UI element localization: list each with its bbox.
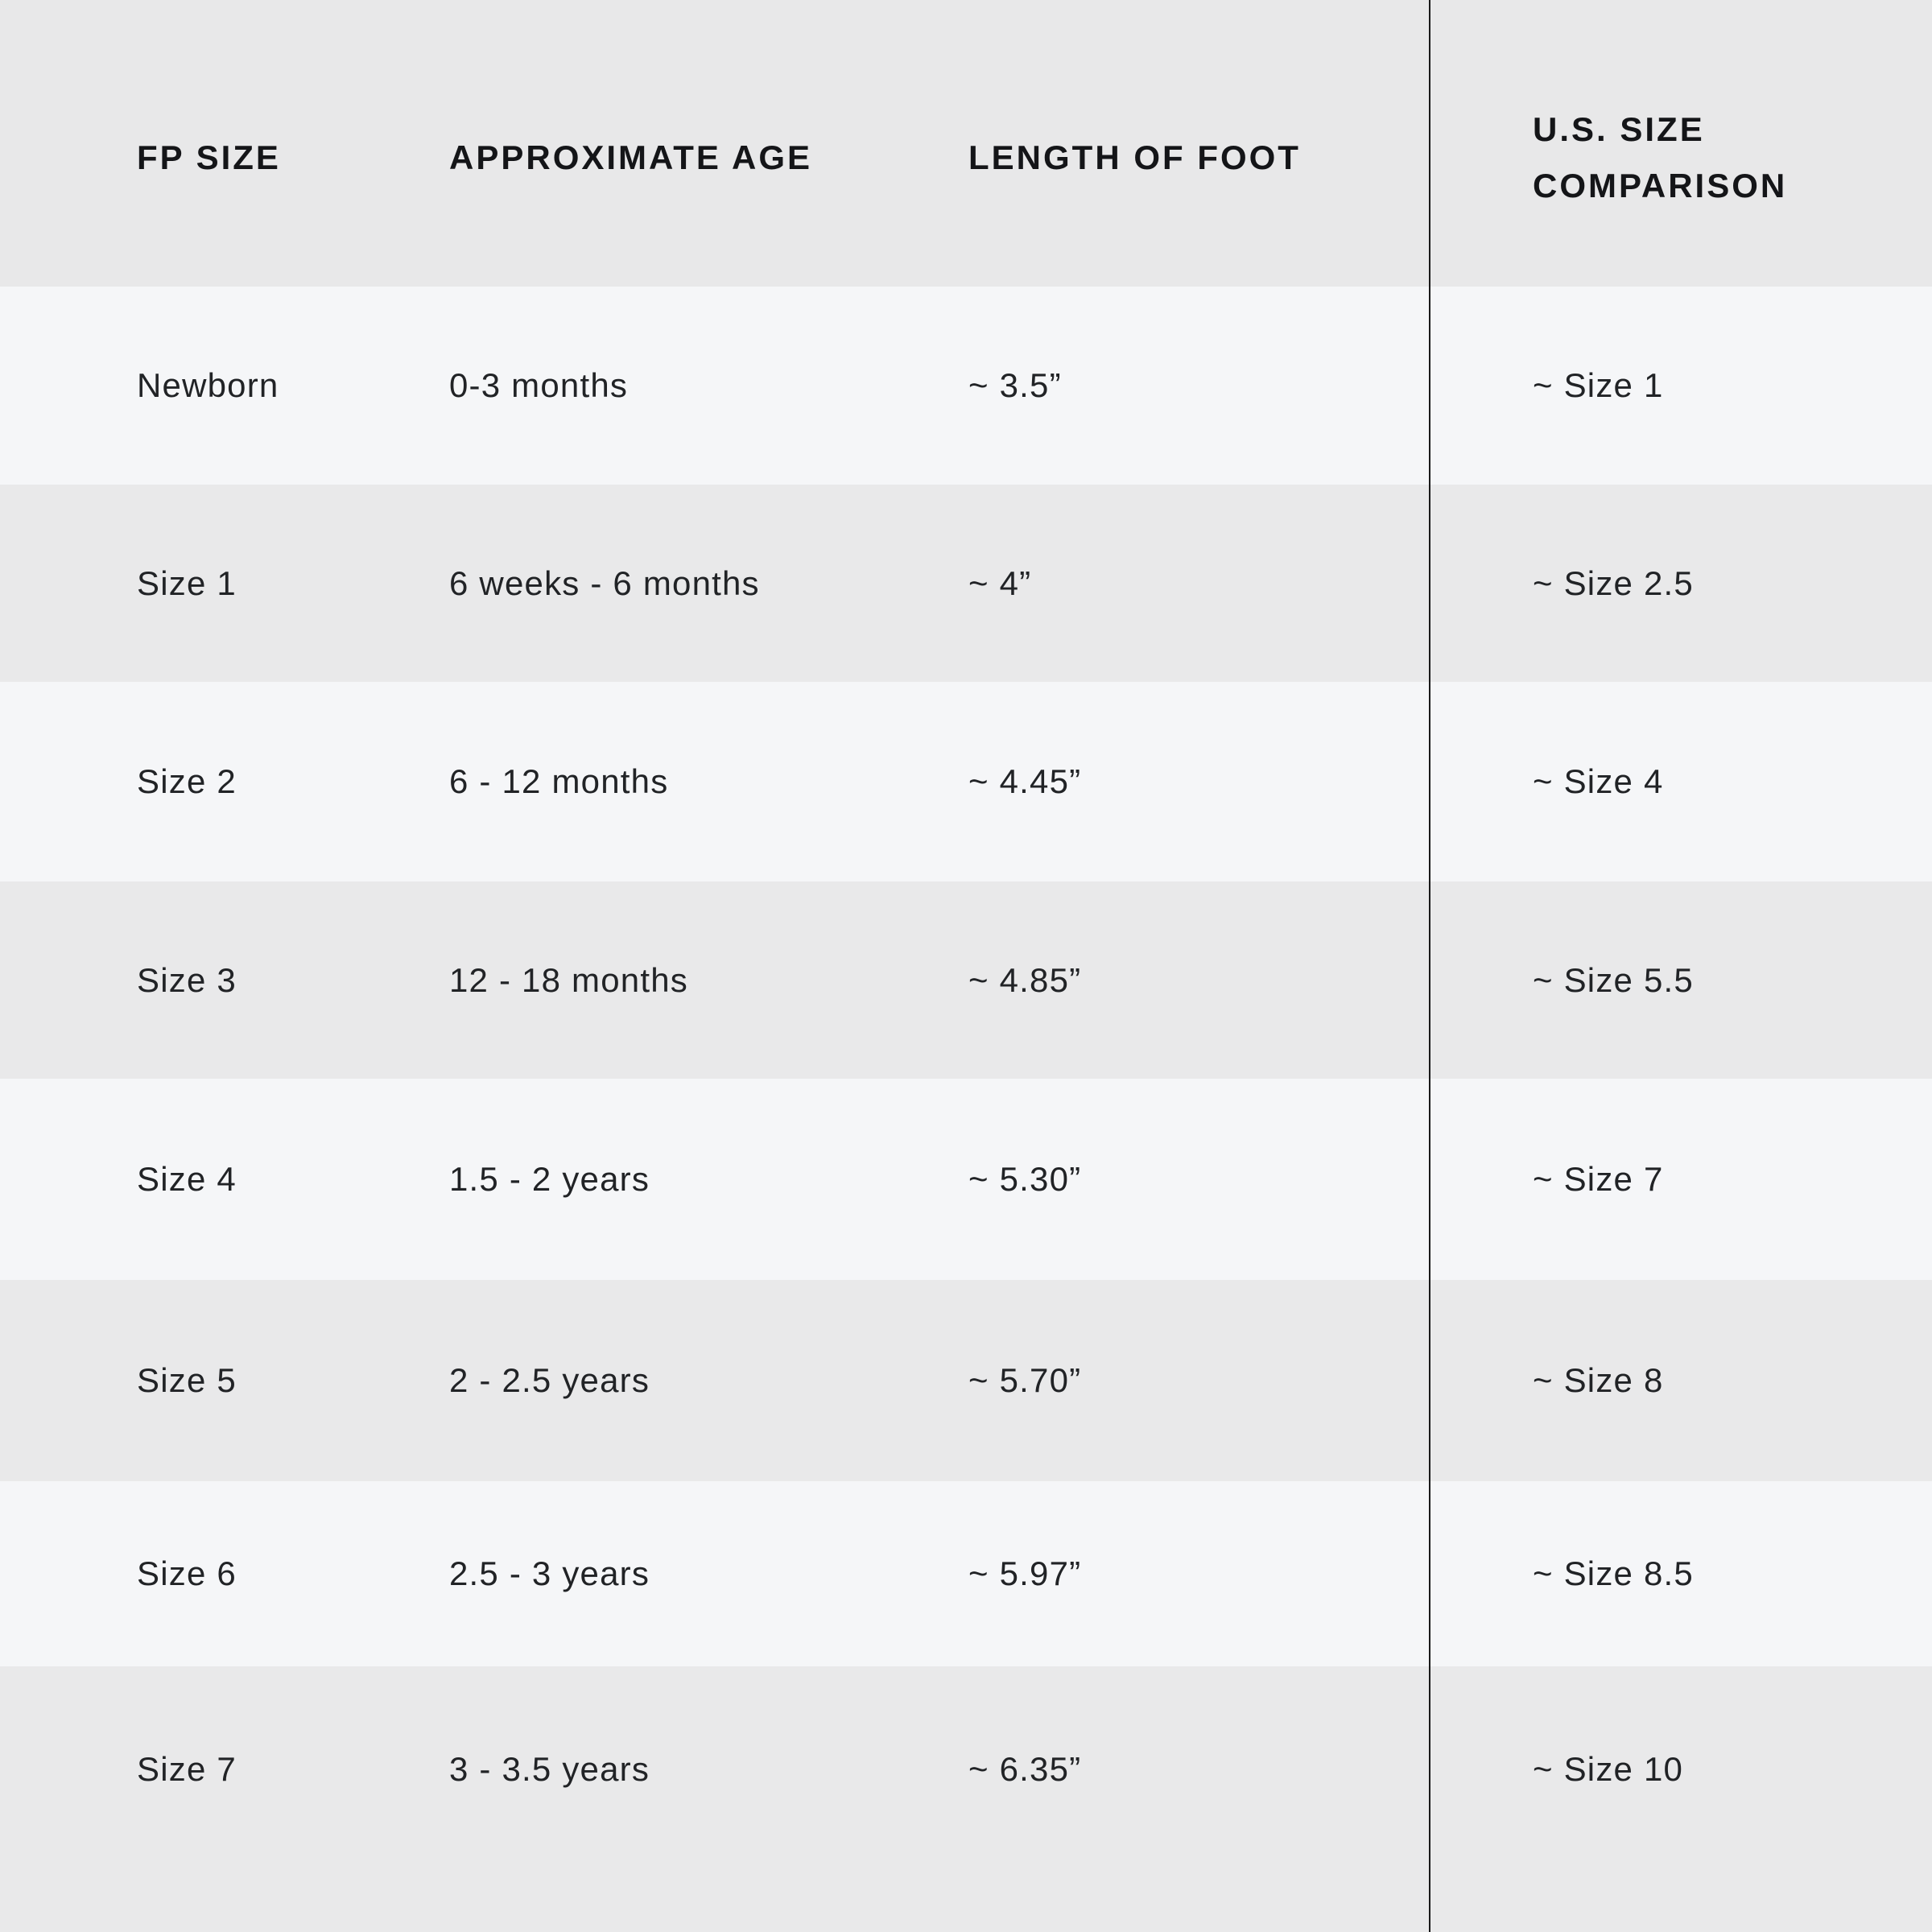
- foot-length-cell: ~ 5.30”: [968, 1160, 1082, 1198]
- fp-size-cell: Size 3: [137, 960, 237, 999]
- table-row: Newborn 0-3 months ~ 3.5” ~ Size 1: [0, 287, 1932, 485]
- us-size-cell: ~ Size 7: [1533, 1160, 1664, 1198]
- foot-length-cell: ~ 5.97”: [968, 1554, 1082, 1592]
- column-header-us-size-comparison: U.S. SIZE COMPARISON: [1533, 101, 1787, 214]
- fp-size-cell: Newborn: [137, 366, 279, 404]
- age-cell: 2 - 2.5 years: [449, 1361, 650, 1399]
- fp-size-cell: Size 6: [137, 1554, 237, 1592]
- column-header-approximate-age: APPROXIMATE AGE: [449, 138, 813, 176]
- age-cell: 6 weeks - 6 months: [449, 564, 760, 602]
- us-size-cell: ~ Size 4: [1533, 762, 1664, 800]
- table-row: Size 6 2.5 - 3 years ~ 5.97” ~ Size 8.5: [0, 1481, 1932, 1666]
- fp-size-cell: Size 2: [137, 762, 237, 800]
- us-size-cell: ~ Size 5.5: [1533, 960, 1694, 999]
- age-cell: 3 - 3.5 years: [449, 1750, 650, 1788]
- table-header-row: FP SIZE APPROXIMATE AGE LENGTH OF FOOT U…: [0, 0, 1932, 287]
- foot-length-cell: ~ 3.5”: [968, 366, 1062, 404]
- column-divider-line: [1429, 0, 1430, 1932]
- foot-length-cell: ~ 6.35”: [968, 1750, 1082, 1788]
- table-row: Size 5 2 - 2.5 years ~ 5.70” ~ Size 8: [0, 1280, 1932, 1481]
- table-row: Size 1 6 weeks - 6 months ~ 4” ~ Size 2.…: [0, 485, 1932, 682]
- us-size-cell: ~ Size 2.5: [1533, 564, 1694, 602]
- us-size-cell: ~ Size 8.5: [1533, 1554, 1694, 1592]
- table-row: Size 7 3 - 3.5 years ~ 6.35” ~ Size 10: [0, 1666, 1932, 1932]
- fp-size-cell: Size 4: [137, 1160, 237, 1198]
- age-cell: 6 - 12 months: [449, 762, 669, 800]
- age-cell: 1.5 - 2 years: [449, 1160, 650, 1198]
- us-size-cell: ~ Size 10: [1533, 1750, 1684, 1788]
- table-row: Size 3 12 - 18 months ~ 4.85” ~ Size 5.5: [0, 881, 1932, 1079]
- column-header-length-of-foot: LENGTH OF FOOT: [968, 138, 1301, 176]
- fp-size-cell: Size 5: [137, 1361, 237, 1399]
- us-size-header-line1: U.S. SIZE: [1533, 110, 1705, 148]
- us-size-cell: ~ Size 8: [1533, 1361, 1664, 1399]
- age-cell: 2.5 - 3 years: [449, 1554, 650, 1592]
- foot-length-cell: ~ 4.45”: [968, 762, 1082, 800]
- foot-length-cell: ~ 4”: [968, 564, 1032, 602]
- foot-length-cell: ~ 4.85”: [968, 960, 1082, 999]
- age-cell: 12 - 18 months: [449, 960, 688, 999]
- table-row: Size 4 1.5 - 2 years ~ 5.30” ~ Size 7: [0, 1079, 1932, 1280]
- fp-size-cell: Size 7: [137, 1750, 237, 1788]
- foot-length-cell: ~ 5.70”: [968, 1361, 1082, 1399]
- age-cell: 0-3 months: [449, 366, 629, 404]
- us-size-cell: ~ Size 1: [1533, 366, 1664, 404]
- fp-size-cell: Size 1: [137, 564, 237, 602]
- table-row: Size 2 6 - 12 months ~ 4.45” ~ Size 4: [0, 682, 1932, 881]
- us-size-header-line2: COMPARISON: [1533, 167, 1788, 204]
- column-header-fp-size: FP SIZE: [137, 138, 281, 176]
